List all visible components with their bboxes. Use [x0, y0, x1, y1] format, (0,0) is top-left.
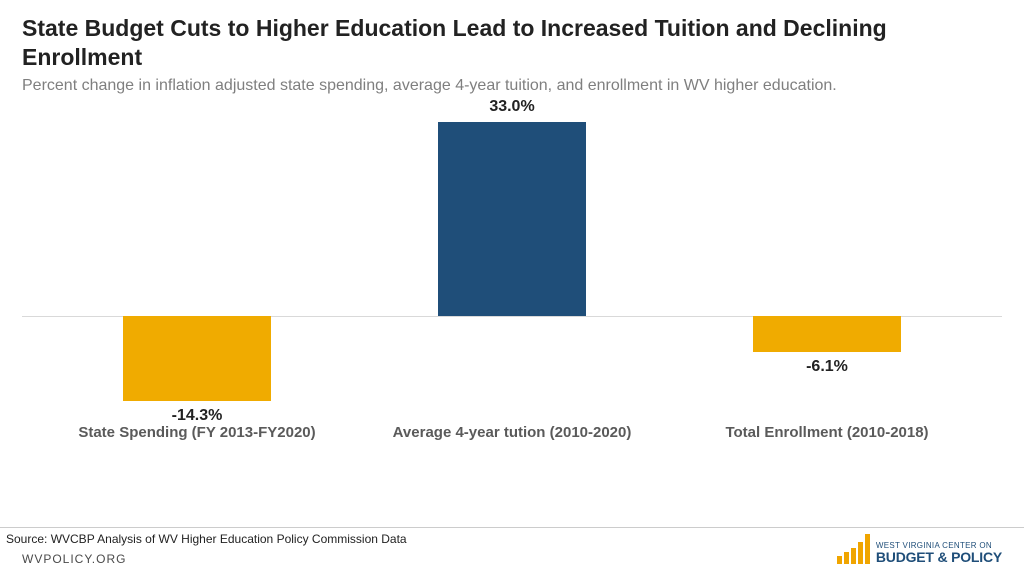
- source-url: WVPOLICY.ORG: [4, 552, 407, 566]
- bar-value-label: -14.3%: [172, 407, 223, 425]
- logo-bar-icon: [858, 542, 863, 564]
- chart-title: State Budget Cuts to Higher Education Le…: [22, 14, 1002, 72]
- source-text: Source: WVCBP Analysis of WV Higher Educ…: [4, 532, 407, 546]
- logo-bar-icon: [865, 534, 870, 564]
- logo-bar-icon: [844, 552, 849, 564]
- bar: [753, 316, 901, 352]
- bar-category-label: State Spending (FY 2013-FY2020): [78, 424, 315, 441]
- bar: [123, 316, 271, 400]
- chart-subtitle: Percent change in inflation adjusted sta…: [22, 76, 1002, 97]
- logo-bars-icon: [837, 534, 870, 564]
- bar: [438, 122, 586, 317]
- logo-text-bottom: BUDGET & POLICY: [876, 550, 1002, 564]
- logo-bar-icon: [837, 556, 842, 564]
- logo-bar-icon: [851, 548, 856, 564]
- footer: Source: WVCBP Analysis of WV Higher Educ…: [0, 527, 1024, 576]
- chart-area: -14.3%State Spending (FY 2013-FY2020)33.…: [22, 106, 1002, 466]
- bar-value-label: 33.0%: [489, 98, 534, 116]
- footer-left: Source: WVCBP Analysis of WV Higher Educ…: [4, 532, 407, 566]
- logo-text: WEST VIRGINIA CENTER ON BUDGET & POLICY: [876, 542, 1002, 564]
- org-logo: WEST VIRGINIA CENTER ON BUDGET & POLICY: [837, 534, 1002, 566]
- bar-category-label: Total Enrollment (2010-2018): [725, 424, 928, 441]
- bar-category-label: Average 4-year tution (2010-2020): [393, 424, 632, 441]
- bar-value-label: -6.1%: [806, 358, 848, 376]
